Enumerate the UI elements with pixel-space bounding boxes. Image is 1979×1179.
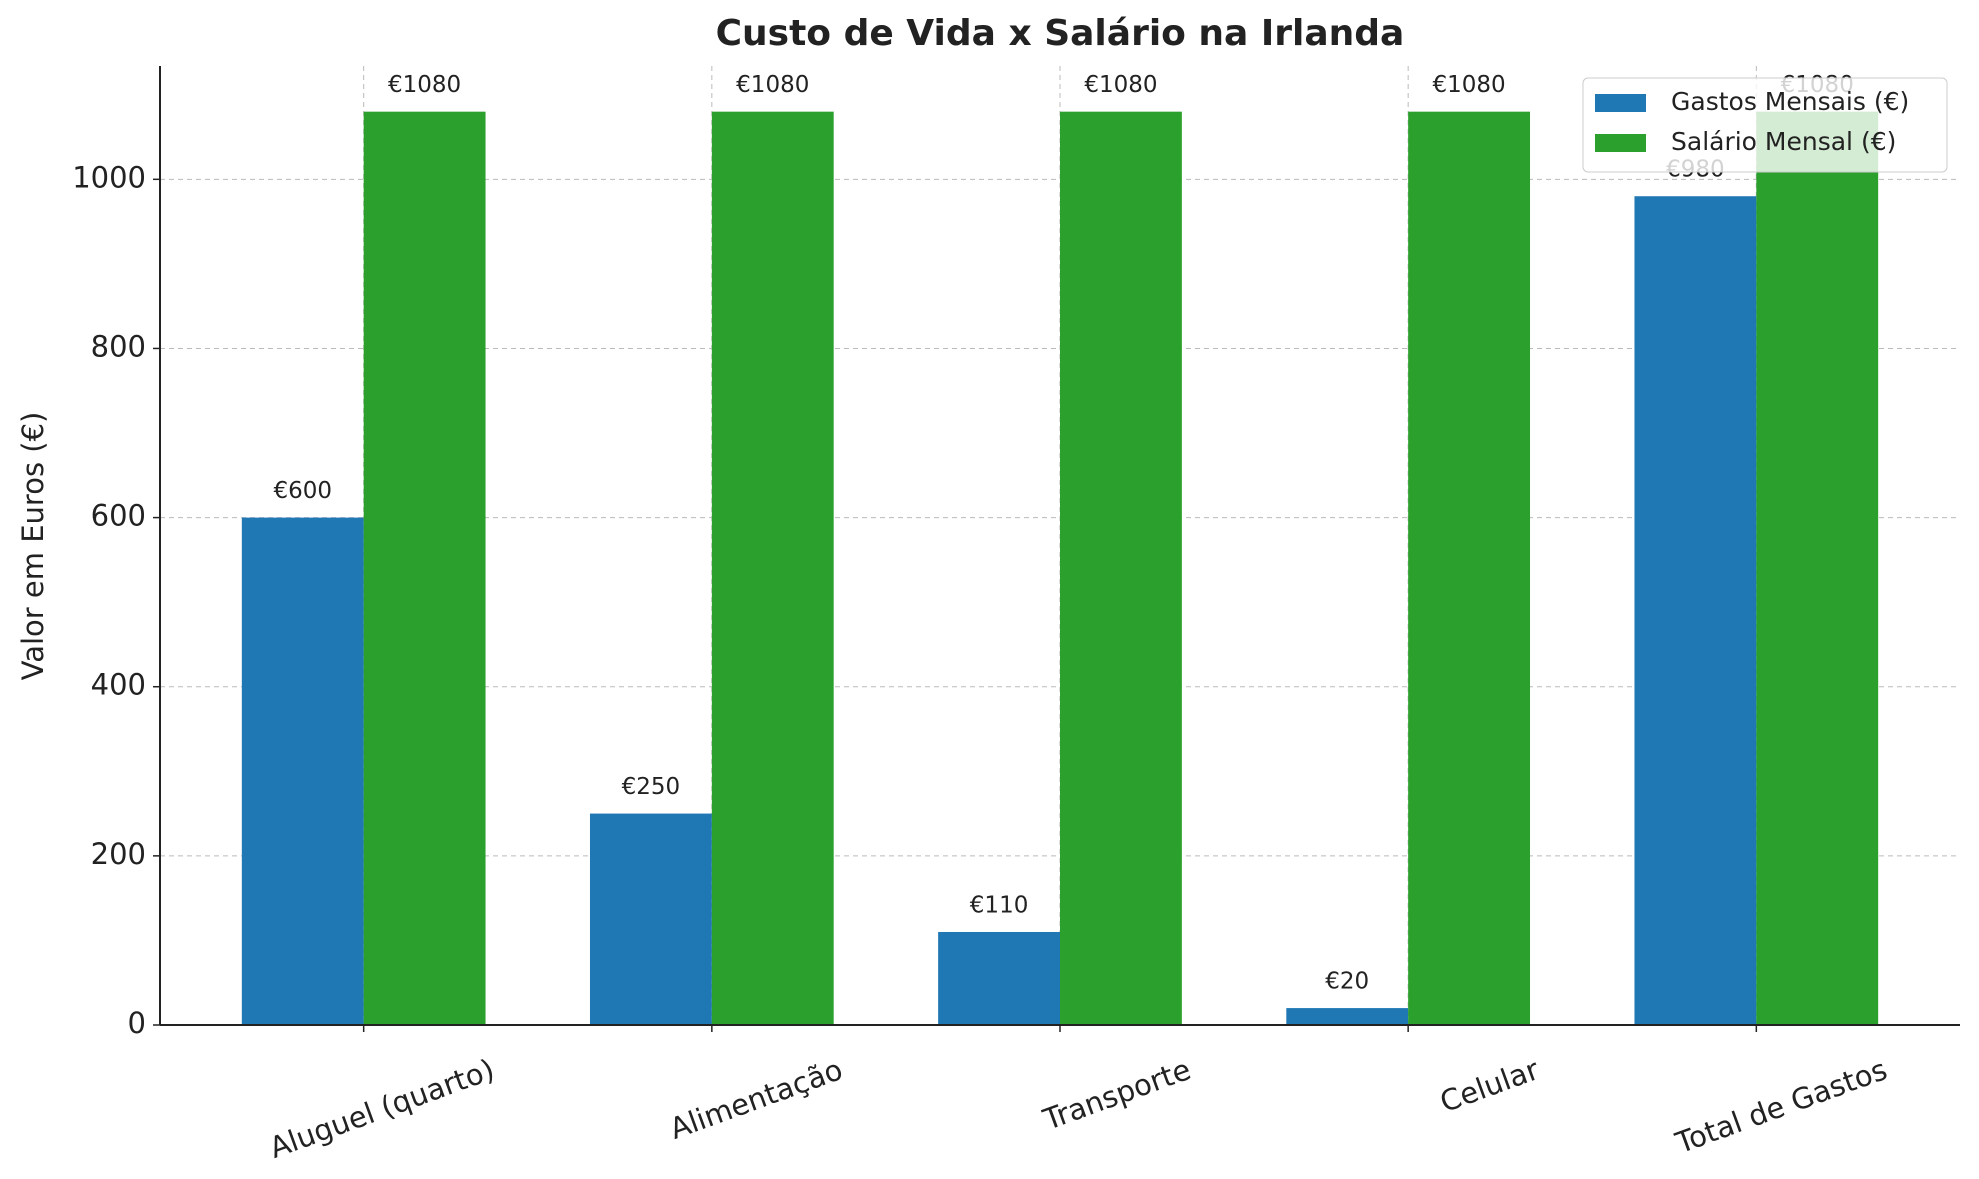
x-tick-label: Aluguel (quarto) xyxy=(265,1052,499,1165)
bar xyxy=(1408,111,1531,1025)
value-label: €1080 xyxy=(736,72,809,98)
bar xyxy=(241,517,364,1025)
legend-label: Salário Mensal (€) xyxy=(1671,127,1896,156)
bar xyxy=(589,813,712,1025)
y-tick-label: 600 xyxy=(91,499,146,533)
value-label: €250 xyxy=(622,774,681,800)
bar xyxy=(1756,111,1879,1025)
y-tick-label: 400 xyxy=(91,668,146,702)
legend-box xyxy=(1582,77,1948,173)
y-tick-label: 200 xyxy=(91,837,146,871)
value-label: €20 xyxy=(1325,969,1369,995)
legend-label: Gastos Mensais (€) xyxy=(1671,87,1909,116)
value-label: €1080 xyxy=(1084,72,1157,98)
y-tick-label: 800 xyxy=(91,329,146,363)
x-tick-label: Celular xyxy=(1436,1052,1544,1119)
value-label: €110 xyxy=(970,892,1029,918)
legend-swatch xyxy=(1595,94,1646,112)
x-tick-label: Transporte xyxy=(1038,1052,1195,1137)
y-tick-label: 1000 xyxy=(72,160,146,194)
bar xyxy=(1634,196,1757,1026)
value-label: €600 xyxy=(273,478,332,504)
bar xyxy=(1286,1008,1409,1025)
x-tick-label: Alimentação xyxy=(665,1052,847,1146)
x-tick-label: Total de Gastos xyxy=(1670,1052,1891,1160)
value-label: €1080 xyxy=(1433,72,1506,98)
chart-title: Custo de Vida x Salário na Irlanda xyxy=(716,13,1405,54)
y-tick-label: 0 xyxy=(128,1006,146,1040)
bar xyxy=(938,931,1060,1025)
legend-swatch xyxy=(1595,134,1646,152)
bar xyxy=(363,111,486,1025)
bar xyxy=(711,111,834,1025)
bar xyxy=(1060,111,1182,1025)
y-axis-label: Valor em Euros (€) xyxy=(16,412,50,681)
value-label: €1080 xyxy=(388,72,461,98)
